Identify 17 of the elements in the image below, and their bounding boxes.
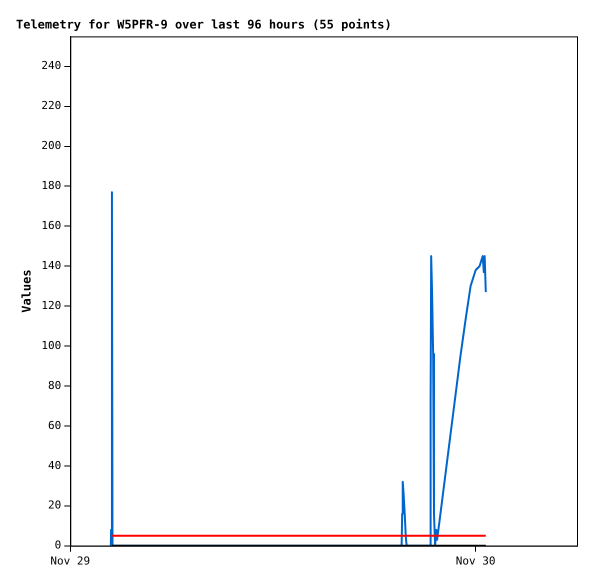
y-tick-label: 180 [41,179,62,192]
y-tick-label: 60 [48,418,62,432]
y-tick-label: 80 [48,378,62,392]
y-tick-label: 40 [48,458,62,472]
y-tick-label: 220 [41,99,62,112]
y-tick-label: 160 [41,219,62,232]
x-tick-label: Nov 30 [456,554,496,568]
y-tick-label: 200 [41,139,62,152]
y-axis-title: Values [19,269,34,313]
y-tick-label: 20 [48,498,62,512]
y-tick-label: 100 [41,338,62,352]
y-tick-label: 120 [41,298,62,312]
y-tick-label: 240 [41,59,62,72]
y-tick-label: 0 [54,538,62,552]
y-tick-label: 140 [41,258,62,272]
chart-title: Telemetry for W5PFR-9 over last 96 hours (55 points) [16,17,392,32]
x-tick-label: Nov 29 [50,554,90,568]
